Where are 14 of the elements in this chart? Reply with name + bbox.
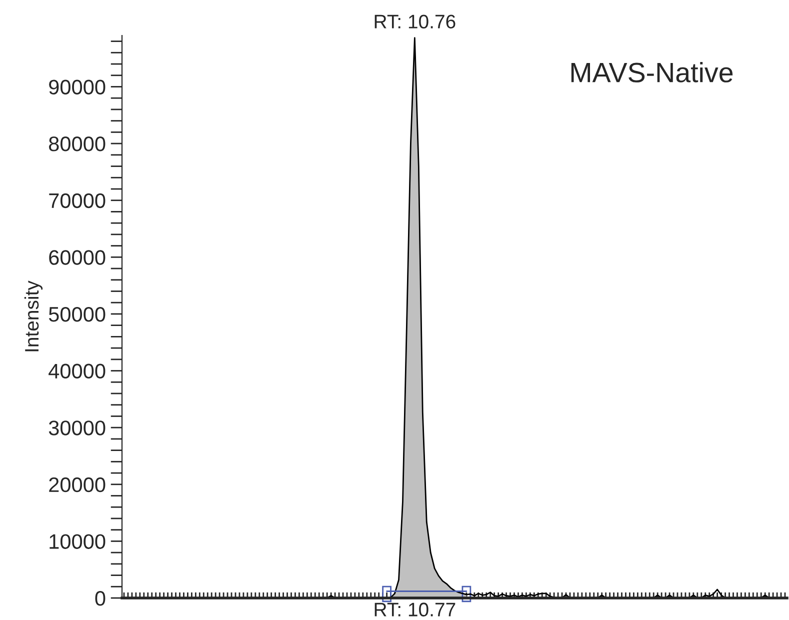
y-tick-label: 10000 — [50, 534, 106, 549]
y-tick-label: 20000 — [49, 477, 106, 492]
y-tick-label: 60000 — [49, 250, 106, 265]
y-tick-label: 0 — [95, 591, 106, 606]
annotation: MAVS-Native — [571, 62, 733, 82]
text: RT: 10.77 — [374, 602, 456, 616]
y-tick-label: 40000 — [48, 364, 106, 379]
y-tick-label: 70000 — [49, 193, 106, 208]
y-tick-label: 30000 — [48, 420, 106, 436]
y-axis-title: Intensity — [24, 280, 43, 352]
text: RT: 10.76 — [374, 14, 456, 28]
y-tick-label: 50000 — [48, 306, 106, 322]
y-tick-label: 80000 — [49, 136, 106, 152]
y-tick-label: 90000 — [49, 80, 106, 94]
